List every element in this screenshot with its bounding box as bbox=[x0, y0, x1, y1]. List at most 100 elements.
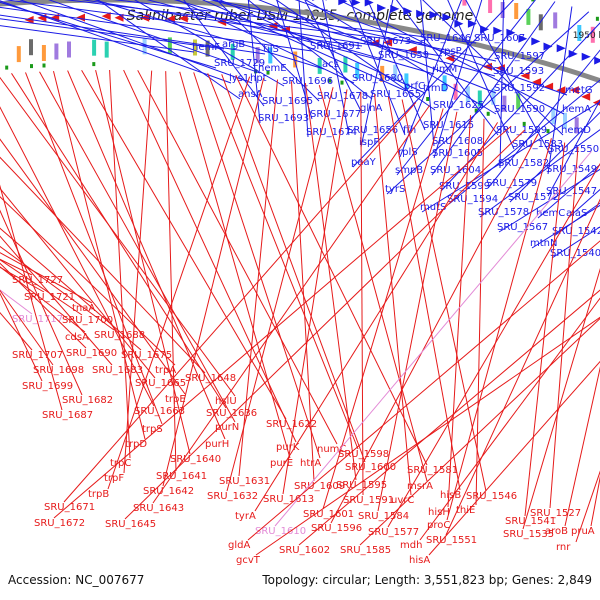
gene-label-reverse: SRU_1551 bbox=[426, 535, 477, 546]
gene-label-reverse: trpD bbox=[125, 439, 147, 450]
gene-label-forward: SRU_1582 bbox=[498, 158, 549, 169]
gene-label-reverse: SRU_1707 bbox=[12, 350, 63, 361]
cog-feature bbox=[41, 45, 46, 61]
gene-label-forward: SRU_1656 bbox=[347, 125, 398, 136]
leader-line bbox=[254, 122, 499, 512]
cog-feature bbox=[491, 88, 496, 105]
leader-line bbox=[305, 0, 497, 115]
gene-label-forward: SRU_1549 bbox=[546, 164, 597, 175]
forward-gene bbox=[556, 44, 566, 53]
gene-label-forward: alaS bbox=[566, 208, 587, 219]
leader-line bbox=[179, 71, 291, 459]
leader-line bbox=[212, 0, 497, 62]
gene-label-reverse: SRU_1671 bbox=[44, 502, 95, 513]
leader-line bbox=[377, 111, 458, 512]
gene-label-forward: SRU_1615 bbox=[423, 120, 474, 131]
gene-label-forward: tyrS bbox=[385, 184, 405, 195]
gene-label-reverse: aroB bbox=[545, 526, 568, 537]
gene-label-forward: hemE bbox=[258, 63, 287, 74]
gene-label-reverse: SRU_1631 bbox=[219, 476, 270, 487]
leader-line bbox=[0, 106, 155, 407]
leader-line bbox=[152, 105, 431, 504]
gene-label-reverse: SRU_1610 bbox=[255, 526, 306, 537]
rna-mark bbox=[328, 78, 332, 83]
leader-line bbox=[522, 267, 600, 530]
gene-label-forward: SRU_1659 bbox=[378, 50, 429, 61]
cog-feature bbox=[563, 112, 567, 129]
cog-feature bbox=[502, 95, 507, 112]
cog-feature bbox=[526, 8, 531, 25]
rna-mark bbox=[266, 70, 270, 75]
leader-line bbox=[0, 156, 206, 374]
leader-line bbox=[359, 317, 600, 546]
forward-gene bbox=[493, 26, 503, 35]
gene-label-forward: SRU_1604 bbox=[430, 165, 481, 176]
gene-label-forward: SRU_1625 bbox=[433, 100, 484, 111]
gene-label-forward: tilS bbox=[263, 44, 279, 55]
gene-label-forward: glnA bbox=[360, 103, 382, 114]
leader-line bbox=[330, 133, 539, 524]
gene-label-forward: rplS bbox=[398, 147, 418, 158]
forward-gene bbox=[581, 52, 591, 61]
cog-feature bbox=[500, 2, 505, 18]
reverse-gene bbox=[76, 13, 85, 22]
leader-line bbox=[294, 0, 568, 96]
gene-label-forward: mtnN bbox=[530, 238, 557, 249]
gene-label-forward: trmD bbox=[423, 83, 449, 94]
leader-line bbox=[0, 262, 87, 349]
rna-mark bbox=[92, 62, 96, 67]
gene-label-forward: ffh bbox=[403, 125, 416, 136]
forward-gene bbox=[543, 42, 553, 51]
leader-line bbox=[360, 0, 394, 148]
leader-line bbox=[420, 0, 435, 147]
leader-line bbox=[0, 187, 156, 379]
leader-line bbox=[247, 0, 261, 124]
leader-line bbox=[235, 75, 428, 466]
reverse-gene bbox=[544, 82, 554, 91]
gene-label-reverse: SRU_1609 bbox=[294, 481, 345, 492]
gene-label-reverse: gcvT bbox=[236, 555, 261, 566]
gene-label-reverse: pruA bbox=[571, 526, 595, 537]
gene-label-reverse: purE bbox=[270, 458, 293, 469]
gene-label-forward: hemA bbox=[562, 104, 591, 115]
gene-label-reverse: trpF bbox=[104, 473, 124, 484]
gene-label-reverse: trpS bbox=[142, 424, 163, 435]
rna-mark bbox=[426, 97, 430, 101]
forward-gene bbox=[518, 34, 528, 43]
leader-line bbox=[479, 129, 600, 218]
rna-mark bbox=[531, 0, 535, 2]
leader-line bbox=[0, 76, 236, 397]
leader-line bbox=[360, 91, 364, 496]
gene-label-forward: SRU_1590 bbox=[494, 104, 545, 115]
leader-line bbox=[395, 0, 499, 136]
reverse-gene bbox=[383, 38, 393, 47]
leader-line bbox=[553, 202, 600, 237]
leader-line bbox=[226, 87, 334, 492]
leader-line bbox=[165, 71, 177, 472]
reverse-gene bbox=[520, 71, 530, 80]
gene-label-reverse: SRU_1642 bbox=[143, 486, 194, 497]
cog-feature bbox=[404, 73, 409, 90]
gene-label-forward: paaY bbox=[351, 157, 377, 168]
cog-feature bbox=[355, 62, 360, 79]
leader-line bbox=[0, 14, 266, 55]
cog-feature bbox=[488, 0, 493, 13]
reverse-gene bbox=[445, 54, 455, 63]
gene-label-reverse: SRU_1698 bbox=[33, 365, 84, 376]
gene-label-reverse: SRU_1541 bbox=[505, 516, 556, 527]
leader-line bbox=[67, 70, 226, 440]
leader-line bbox=[146, 0, 381, 61]
reverse-gene bbox=[178, 14, 188, 23]
gene-label-reverse: hisH bbox=[428, 507, 450, 518]
gene-label-forward: SRU_1678 bbox=[317, 91, 368, 102]
leader-line bbox=[247, 0, 373, 100]
leader-line bbox=[304, 0, 363, 114]
forward-gene bbox=[531, 37, 541, 46]
leader-line bbox=[564, 366, 600, 527]
leader-line bbox=[48, 0, 261, 74]
gene-label-forward: argB bbox=[222, 39, 245, 50]
gene-label-reverse: purN bbox=[215, 422, 239, 433]
leader-line bbox=[255, 316, 600, 556]
leader-line bbox=[387, 163, 600, 528]
